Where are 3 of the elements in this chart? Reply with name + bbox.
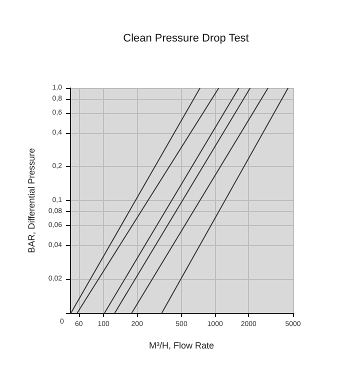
chart-title: Clean Pressure Drop Test [123, 32, 249, 44]
y-axis-title: BAR, Differential Pressure [26, 148, 36, 253]
x-axis-title: M³/H, Flow Rate [148, 340, 214, 350]
